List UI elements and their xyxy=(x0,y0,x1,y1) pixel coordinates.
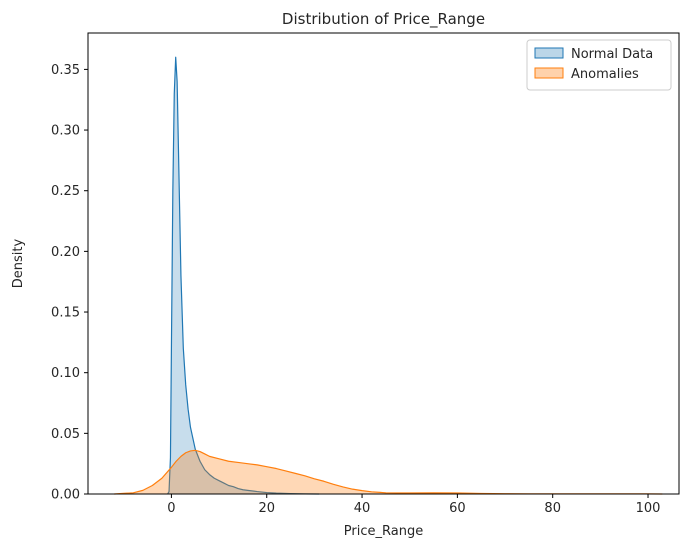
x-axis: 0 20 40 60 80 100 xyxy=(167,494,660,516)
y-tick-label: 0.15 xyxy=(51,306,80,321)
x-tick-label: 0 xyxy=(167,501,175,516)
x-tick-label: 60 xyxy=(449,501,466,516)
x-tick-label: 100 xyxy=(636,501,661,516)
y-tick-label: 0.35 xyxy=(51,63,80,78)
y-tick-label: 0.25 xyxy=(51,184,80,199)
legend-label-normal-data: Normal Data xyxy=(571,47,653,62)
x-tick-label: 40 xyxy=(354,501,371,516)
series-normal-data-line xyxy=(167,56,320,495)
plot-area xyxy=(114,56,663,495)
y-axis-label: Density xyxy=(11,238,26,288)
y-tick-label: 0.20 xyxy=(51,245,80,260)
y-tick-label: 0.00 xyxy=(51,488,80,503)
plot-frame xyxy=(87,32,680,495)
legend-label-anomalies: Anomalies xyxy=(571,67,639,82)
series-anomalies-area xyxy=(114,450,663,494)
y-tick-label: 0.05 xyxy=(51,427,80,442)
chart-title: Distribution of Price_Range xyxy=(282,10,485,29)
series-normal-data-area xyxy=(167,57,320,494)
y-tick-label: 0.10 xyxy=(51,366,80,381)
legend-swatch-anomalies xyxy=(534,67,564,79)
legend-swatch-normal-data xyxy=(534,47,564,59)
legend: Normal Data Anomalies xyxy=(526,39,672,91)
y-tick-label: 0.30 xyxy=(51,124,80,139)
x-axis-label: Price_Range xyxy=(344,524,423,539)
series-anomalies-line xyxy=(114,449,663,495)
x-tick-label: 20 xyxy=(258,501,275,516)
x-tick-label: 80 xyxy=(544,501,561,516)
y-axis: 0.00 0.05 0.10 0.15 0.20 0.25 0.30 0.35 xyxy=(51,63,88,503)
